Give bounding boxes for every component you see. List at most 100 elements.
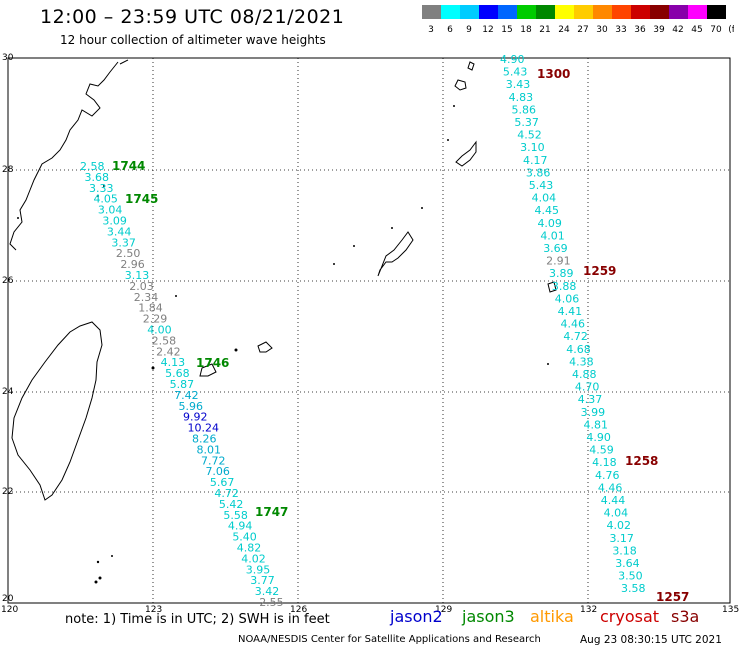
legend-label: (ft): [728, 25, 734, 35]
legend-swatch: [441, 5, 460, 19]
wave-height-reading: 3.42: [255, 585, 280, 598]
wave-height-reading: 4.70: [575, 381, 600, 394]
wave-height-reading: 4.72: [214, 487, 239, 500]
wave-height-reading: 2.58: [80, 160, 105, 173]
legend-swatch: [669, 5, 688, 19]
pass-time-label: 1746: [196, 356, 229, 370]
legend-label: 45: [691, 25, 702, 35]
legend-label: 12: [482, 25, 493, 35]
wave-height-reading: 3.17: [609, 532, 634, 545]
wave-height-reading: 3.13: [125, 269, 150, 282]
wave-height-reading: 5.68: [165, 367, 190, 380]
wave-height-reading: 3.95: [246, 563, 271, 576]
daito-island: [547, 281, 557, 293]
legend-swatch: [422, 5, 441, 19]
wave-height-reading: 2.91: [546, 255, 571, 268]
taiwan-coastline: [11, 321, 103, 501]
generated-timestamp: Aug 23 08:30:15 UTC 2021: [580, 634, 722, 646]
wave-height-reading: 4.13: [161, 356, 186, 369]
graticule: [8, 58, 730, 603]
lat-tick-label: 30: [2, 53, 14, 63]
wave-height-reading: 4.04: [604, 507, 629, 520]
lon-tick-label: 126: [290, 605, 307, 615]
wave-height-reading: 2.50: [116, 247, 141, 260]
legend-swatch: [498, 5, 517, 19]
legend-swatch: [517, 5, 536, 19]
wave-height-reading: 3.43: [506, 78, 531, 91]
wave-height-reading: 2.29: [143, 313, 168, 326]
wave-height-reading: 4.02: [241, 552, 266, 565]
wave-height-reading: 4.02: [607, 519, 632, 532]
wave-height-reading: 4.01: [540, 229, 565, 242]
note-text: note: 1) Time is in UTC; 2) SWH is in fe…: [65, 612, 330, 627]
miyako-island: [257, 341, 273, 353]
wave-height-reading: 2.03: [129, 280, 154, 293]
credit-text: NOAA/NESDIS Center for Satellite Applica…: [238, 634, 541, 645]
legend-label: 42: [672, 25, 683, 35]
wave-height-reading: 8.26: [192, 433, 217, 446]
wave-height-reading: 7.06: [205, 465, 230, 478]
wave-height-reading: 3.86: [526, 166, 551, 179]
wave-height-reading: 8.01: [196, 443, 221, 456]
wave-height-reading: 5.67: [210, 476, 235, 489]
sat-label-jason2: jason2: [390, 607, 443, 626]
wave-height-reading: 4.18: [592, 456, 617, 469]
legend-swatch: [688, 5, 707, 19]
legend-swatch: [555, 5, 574, 19]
legend-label: 39: [653, 25, 665, 35]
wave-height-reading: 4.72: [563, 330, 588, 343]
pass-time-label: 1259: [583, 264, 616, 278]
wave-height-reading: 4.90: [500, 53, 525, 66]
lon-tick-label: 135: [722, 605, 739, 615]
pass-time-label: 1744: [112, 159, 145, 173]
amami-island: [455, 140, 477, 167]
wave-height-reading: 4.82: [237, 542, 261, 555]
legend-swatch: [631, 5, 650, 19]
wave-height-reading: 4.17: [523, 154, 548, 167]
small-islets: [17, 105, 549, 584]
wave-height-reading: 2.96: [120, 258, 145, 271]
wave-height-reading: 7.72: [201, 454, 226, 467]
wave-height-reading: 4.88: [572, 368, 597, 381]
legend-label: 36: [634, 25, 646, 35]
wave-height-reading: 9.92: [183, 411, 208, 424]
legend-swatch: [612, 5, 631, 19]
wave-height-reading: 5.87: [170, 378, 195, 391]
pass-time-label: 1257: [656, 590, 689, 604]
wave-height-reading: 3.68: [84, 171, 109, 184]
wave-height-reading: 3.88: [552, 280, 577, 293]
pass-time-label: 1258: [625, 454, 658, 468]
altimeter-tracks: 2.583.683.334.053.043.093.443.372.502.96…: [80, 53, 689, 609]
sat-label-jason3: jason3: [462, 607, 515, 626]
wave-height-reading: 3.99: [581, 406, 606, 419]
legend-label: 30: [596, 25, 608, 35]
longitude-labels: 120 123 126 129 132 135: [1, 605, 739, 615]
yakushima-island: [454, 61, 475, 91]
wave-height-reading: 5.37: [514, 116, 539, 129]
lat-tick-label: 20: [2, 594, 14, 604]
legend-label: 21: [539, 25, 550, 35]
legend-label: 15: [501, 25, 512, 35]
legend-swatch: [574, 5, 593, 19]
legend-label: 24: [558, 25, 570, 35]
lon-tick-label: 123: [145, 605, 162, 615]
map-frame: [7, 57, 731, 604]
wave-height-reading: 4.76: [595, 469, 620, 482]
lat-tick-label: 26: [2, 276, 14, 286]
wave-height-reading: 4.37: [578, 393, 603, 406]
wave-height-reading: 4.05: [93, 193, 118, 206]
wave-height-reading: 4.45: [535, 204, 560, 217]
latitude-labels: 30 28 26 24 22 20: [2, 53, 14, 604]
wave-height-reading: 2.55: [259, 596, 284, 609]
wave-height-reading: 4.06: [555, 292, 580, 305]
legend-label: 3: [428, 25, 434, 35]
wave-height-reading: 2.58: [152, 334, 177, 347]
sat-label-altika: altika: [530, 607, 574, 626]
wave-height-reading: 4.09: [537, 217, 562, 230]
wave-height-reading: 4.00: [147, 324, 172, 337]
wave-height-reading: 4.83: [509, 91, 534, 104]
wave-height-reading: 3.58: [621, 582, 646, 595]
legend-swatch: [707, 5, 726, 19]
wave-height-reading: 3.77: [250, 574, 274, 587]
